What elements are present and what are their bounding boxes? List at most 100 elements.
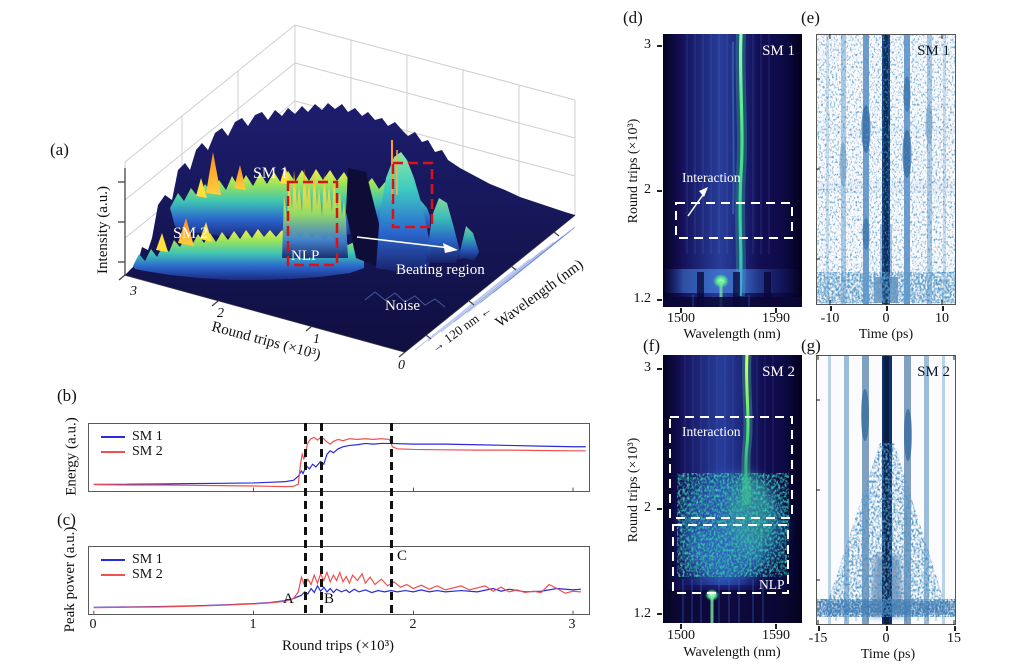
f-xtick-1500: 1500 xyxy=(667,628,695,643)
legend-line-sm1 xyxy=(101,558,125,561)
panel-c-tag: (c) xyxy=(57,510,76,529)
bottom-streaks xyxy=(835,605,937,621)
e-xtick-m10: -10 xyxy=(820,311,840,326)
heatmap-f: Interaction NLP SM 2 xyxy=(663,355,802,623)
d-ytick-2: 2 xyxy=(644,182,651,197)
beating-dashed-box xyxy=(391,161,434,229)
main-spectral-line xyxy=(738,34,744,297)
d-xtickmark xyxy=(775,308,777,313)
xtick-3: 3 xyxy=(568,617,576,632)
f-title: SM 2 xyxy=(762,364,795,380)
peakpower-sm2-line xyxy=(94,572,581,607)
energy-axis-label: Energy (a.u.) xyxy=(63,417,80,496)
g-xtickmark xyxy=(954,626,956,631)
sm1-orange-peak xyxy=(206,152,221,195)
roundtrips-ticks: 3 2 1 0 xyxy=(129,284,405,373)
interaction-arrowhead xyxy=(699,187,708,197)
surface-3d-plot: SM 1 SM 2 NLP Beating region Noise → 120… xyxy=(95,24,586,373)
legend-label-sm1: SM 1 xyxy=(132,429,163,444)
energy-plot: SM 1 SM 2 xyxy=(88,423,590,492)
spectral-line xyxy=(744,355,750,506)
dark-notch xyxy=(346,168,380,266)
nlp-dashed-box xyxy=(286,180,339,267)
legend-label-sm2: SM 2 xyxy=(132,567,163,582)
f-ytick-3: 3 xyxy=(644,360,651,375)
sm2-label: SM 2 xyxy=(173,225,208,242)
e-xaxis-label: Time (ps) xyxy=(858,327,914,342)
peakpower-plot: SM 1 SM 2 xyxy=(88,546,590,615)
f-ytick-2: 2 xyxy=(644,500,651,515)
d-ytickmark xyxy=(657,45,662,47)
energy-sm1-line xyxy=(94,443,586,484)
beating-arrowhead xyxy=(443,243,458,253)
legend-line-sm1 xyxy=(101,435,125,438)
heatmap-g: SM 2 xyxy=(816,355,956,625)
energy-plot-canvas xyxy=(89,424,589,491)
buildup-band xyxy=(663,269,802,293)
interaction-arrow xyxy=(687,191,706,217)
sm1-spike xyxy=(234,165,246,190)
sm2-orange-peak xyxy=(178,218,194,246)
peakpower-legend: SM 1 SM 2 xyxy=(101,552,163,582)
e-xtickmark xyxy=(830,306,832,311)
nlp-dashed-box xyxy=(672,524,789,594)
heatmap-e: SM 1 xyxy=(816,34,956,305)
roundtrips-axis-label: Round trips (×10³) xyxy=(210,319,322,363)
legend-line-sm2 xyxy=(101,573,125,576)
speckle-dense-band xyxy=(816,599,956,617)
g-xtick-15: 15 xyxy=(947,631,961,646)
d-ytick-1-2: 1.2 xyxy=(633,291,652,306)
svg-text:0: 0 xyxy=(398,358,405,373)
d-ytick-3: 3 xyxy=(644,37,651,52)
svg-text:3: 3 xyxy=(129,284,137,299)
sm1-label: SM 1 xyxy=(253,165,288,182)
sm1-spike xyxy=(196,178,207,198)
g-xtickmark xyxy=(818,626,820,631)
spectral-mode-lines xyxy=(686,34,770,254)
f-xaxis-label: Wavelength (nm) xyxy=(683,645,781,660)
beating-mound-3 xyxy=(458,226,479,261)
xtick-1: 1 xyxy=(249,617,257,632)
panel-a-tag: (a) xyxy=(50,140,69,159)
peakpower-sm1-line xyxy=(94,586,581,607)
beating-bumps xyxy=(364,291,446,308)
d-ytickmark xyxy=(657,299,662,301)
e-inner-ticks xyxy=(816,34,943,305)
interaction-label: Interaction xyxy=(682,170,741,185)
e-xtickmark xyxy=(942,306,944,311)
g-xtickmark xyxy=(886,626,888,631)
sm2-spike xyxy=(156,233,168,252)
marker-A: A xyxy=(283,591,294,607)
e-title: SM 1 xyxy=(917,43,950,59)
sm2-spike xyxy=(200,222,212,242)
noise-ridges xyxy=(414,226,576,351)
e-xtick-10: 10 xyxy=(935,311,949,326)
speckle-texture xyxy=(816,34,956,305)
d-xtickmark xyxy=(680,308,682,313)
panel-d-tag: (d) xyxy=(623,8,643,27)
legend-label-sm1: SM 1 xyxy=(132,552,163,567)
energy-legend: SM 1 SM 2 xyxy=(101,429,163,459)
marker-B: B xyxy=(324,591,335,607)
f-xtickmark xyxy=(775,624,777,629)
d-title: SM 1 xyxy=(762,43,795,59)
e-xtick-0: 0 xyxy=(882,311,890,326)
intensity-axis-label: Intensity (a.u.) xyxy=(95,186,111,274)
beating-arrow xyxy=(356,236,451,249)
panel-e-tag: (e) xyxy=(801,8,820,27)
e-xtickmark xyxy=(886,306,888,311)
d-xtick-1500: 1500 xyxy=(667,311,695,326)
beating-label: Beating region xyxy=(396,262,485,278)
d-xaxis-label: Wavelength (nm) xyxy=(683,327,781,342)
roundtrips-xaxis-label: Round trips (×10³) xyxy=(281,638,395,654)
nlp-label: NLP xyxy=(291,248,319,264)
f-ytickmark xyxy=(657,368,662,370)
legend-label-sm2: SM 2 xyxy=(132,444,163,459)
f-ytickmark xyxy=(657,508,662,510)
heatmap-d: Interaction SM 1 xyxy=(663,34,802,307)
panel-g-tag: (g) xyxy=(801,336,821,355)
f-ytickmark xyxy=(657,613,662,615)
d-xtick-1590: 1590 xyxy=(762,311,790,326)
g-xtick-0: 0 xyxy=(882,631,890,646)
